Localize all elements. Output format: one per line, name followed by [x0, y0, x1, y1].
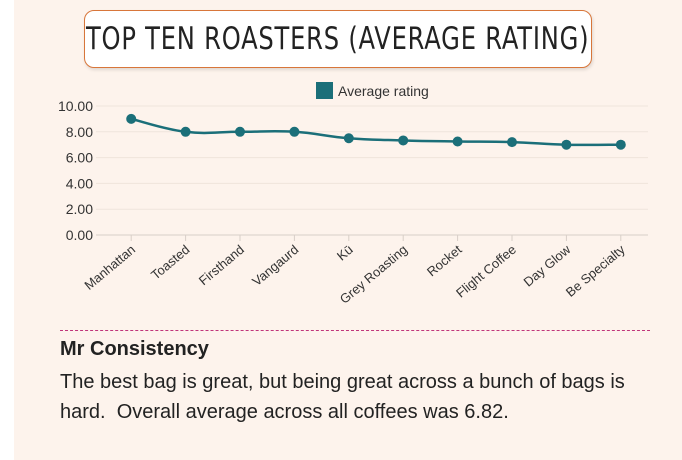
title-banner: TOP TEN ROASTERS (AVERAGE RATING) [84, 10, 592, 68]
x-tick-label: Rocket [424, 242, 465, 280]
y-tick-label: 10.00 [58, 98, 93, 114]
x-tick-label: Vangaurd [249, 242, 301, 289]
x-tick-label: Manhattan [81, 242, 138, 293]
divider [60, 330, 650, 331]
y-tick-label: 4.00 [66, 175, 93, 191]
chart-card [14, 0, 682, 460]
data-point [289, 126, 300, 137]
x-tick-label: Toasted [148, 242, 193, 283]
y-axis-ticks: 0.00 2.00 4.00 6.00 8.00 10.00 [58, 98, 93, 243]
data-point [398, 135, 409, 146]
summary-text: The best bag is great, but being great a… [60, 371, 631, 423]
data-point [452, 136, 463, 147]
x-tick-label: Firsthand [196, 242, 247, 288]
data-point [126, 113, 137, 124]
y-tick-label: 6.00 [66, 150, 93, 166]
summary-heading: Mr Consistency [60, 338, 209, 360]
legend-label: Average rating [338, 83, 429, 99]
data-point [235, 126, 245, 137]
x-tick-label: Day Glow [521, 241, 574, 289]
x-axis-ticks: Manhattan Toasted Firsthand Vangaurd KūGrey … [81, 235, 628, 307]
legend: Average rating [316, 82, 429, 99]
line-chart: 0.00 2.00 4.00 6.00 8.00 10.00 Manhattan Toast… [58, 82, 648, 307]
x-tick-label: Flight Coffee [453, 242, 519, 301]
data-point [343, 133, 354, 144]
gridlines [96, 105, 648, 236]
data-point [615, 139, 626, 150]
series-average-rating [126, 113, 626, 150]
y-tick-label: 2.00 [66, 201, 93, 217]
data-point [561, 139, 572, 150]
data-point [180, 126, 191, 137]
x-tick-label: Be Specialty [563, 241, 628, 299]
legend-swatch [316, 82, 333, 99]
data-point [507, 137, 517, 148]
series-line [130, 117, 621, 147]
chart-title: TOP TEN ROASTERS (AVERAGE RATING) [86, 21, 590, 57]
y-tick-label: 8.00 [66, 124, 93, 140]
x-tick-label: Kū [334, 242, 356, 264]
y-tick-label: 0.00 [66, 227, 93, 243]
